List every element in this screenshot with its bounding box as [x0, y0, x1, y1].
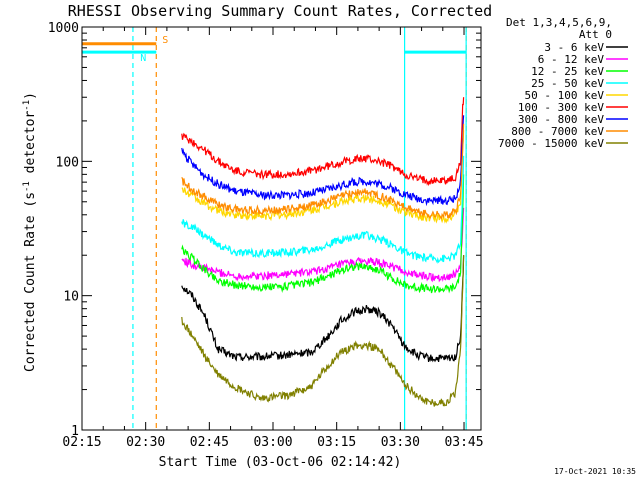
x-tick-label-5: 03:30: [381, 435, 420, 450]
legend-label-5: 100 - 300 keV: [518, 101, 604, 114]
legend-header-line-2: Att 0: [579, 28, 612, 41]
x-axis: 02:15 02:30 02:45 03:00 03:15 03:30 03:45: [62, 27, 484, 450]
series-line-6: [181, 115, 465, 207]
series-line-7: [181, 123, 465, 220]
timestamp: 17-Oct-2021 10:35: [554, 467, 636, 476]
legend-header-line-1: Det 1,3,4,5,6,9,: [506, 16, 612, 29]
legend-label-7: 800 - 7000 keV: [511, 125, 604, 138]
series-line-3: [181, 155, 465, 264]
legend-label-1: 6 - 12 keV: [538, 53, 605, 66]
y-tick-label-1: 10: [63, 290, 79, 305]
series-line-0: [181, 255, 465, 363]
y-axis: 1 10 100 1000: [48, 21, 481, 439]
y-tick-label-3: 1000: [48, 21, 79, 36]
y-tick-label-0: 1: [71, 424, 79, 439]
y-axis-label-sup1: -1: [22, 181, 32, 192]
state-label-0: S: [162, 35, 168, 46]
x-tick-label-2: 02:45: [190, 435, 229, 450]
x-tick-label-3: 03:00: [253, 435, 292, 450]
y-axis-label-end: ): [23, 92, 38, 100]
x-tick-label-4: 03:15: [317, 435, 356, 450]
series-line-2: [181, 174, 465, 294]
x-axis-label: Start Time (03-Oct-06 02:14:42): [159, 455, 402, 470]
y-axis-label-sup2: -1: [22, 100, 32, 111]
x-tick-label-1: 02:30: [126, 435, 165, 450]
y-tick-label-2: 100: [56, 155, 79, 170]
series-line-1: [181, 207, 465, 283]
y-axis-label-main: Corrected Count Rate (s: [23, 192, 38, 372]
chart-title: RHESSI Observing Summary Count Rates, Co…: [68, 2, 492, 20]
x-tick-label-0: 02:15: [62, 435, 101, 450]
legend-label-4: 50 - 100 keV: [525, 89, 605, 102]
legend-label-2: 12 - 25 keV: [531, 65, 604, 78]
legend-label-8: 7000 - 15000 keV: [498, 137, 604, 150]
plot-frame: [81, 26, 482, 431]
y-axis-label: Corrected Count Rate (s-1 detector-1): [22, 92, 38, 372]
plot-area: SN: [82, 27, 467, 430]
legend-label-3: 25 - 50 keV: [531, 77, 604, 90]
y-axis-label-mid: detector: [23, 111, 38, 182]
series-line-8: [181, 255, 465, 407]
state-label-1: N: [140, 53, 146, 64]
series-line-5: [181, 97, 465, 187]
series-line-4: [181, 130, 465, 224]
x-tick-label-6: 03:45: [444, 435, 483, 450]
legend-label-6: 300 - 800 keV: [518, 113, 604, 126]
legend-label-0: 3 - 6 keV: [544, 41, 604, 54]
